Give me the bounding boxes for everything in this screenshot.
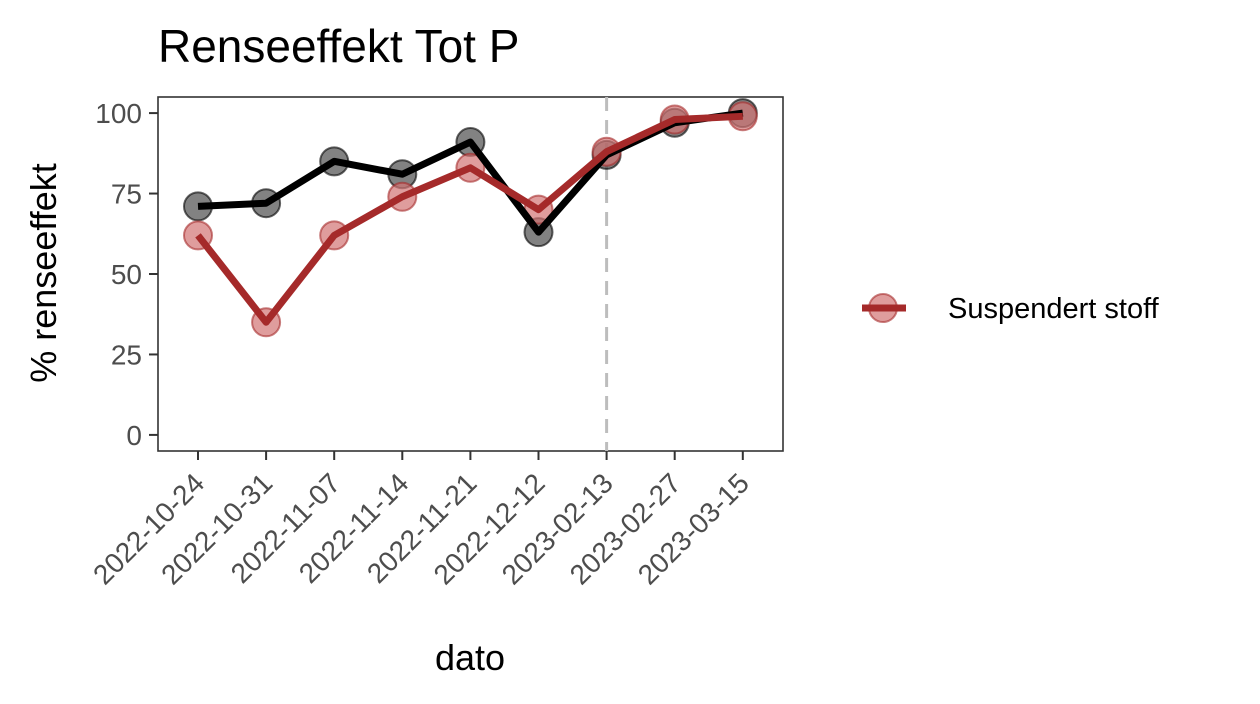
series-2-line: [195, 112, 743, 326]
legend: Suspendert stoff: [862, 293, 1160, 325]
y-tick-label: 50: [111, 259, 142, 290]
x-axis-title: dato: [435, 637, 505, 678]
y-tick-label: 75: [111, 179, 142, 210]
legend-label: Suspendert stoff: [948, 293, 1160, 325]
y-tick-label: 100: [95, 98, 142, 129]
y-tick-label: 25: [111, 339, 142, 370]
chart-title: Renseeffekt Tot P: [158, 20, 519, 72]
y-tick-label: 0: [126, 420, 142, 451]
y-axis-title: % renseeffekt: [23, 163, 64, 382]
plot-area: 02550751002022-10-242022-10-312022-11-07…: [87, 96, 784, 591]
